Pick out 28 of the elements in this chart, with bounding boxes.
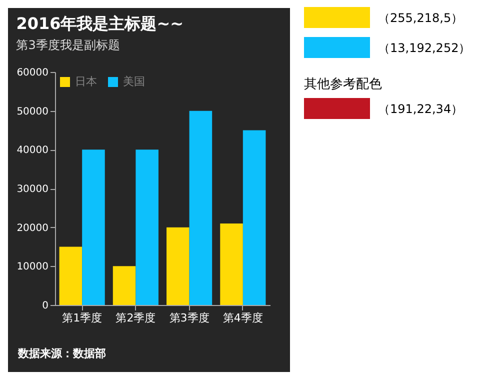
y-tick-label: 30000 — [16, 184, 48, 195]
legend-label: 日本 — [75, 75, 97, 88]
bar — [220, 223, 243, 305]
text: （13,192,252） — [378, 40, 471, 57]
x-tick-label: 第1季度 — [62, 312, 102, 324]
chart-subtitle: 第3季度我是副标题 — [16, 38, 120, 52]
source-note: 数据来源：数据部 — [18, 346, 106, 361]
chart-title: 2016年我是主标题~~ — [16, 14, 184, 33]
y-tick-label: 40000 — [16, 145, 48, 156]
bar — [136, 150, 158, 305]
bar — [189, 110, 212, 305]
bar — [82, 150, 105, 305]
x-tick-label: 第4季度 — [222, 312, 263, 324]
bar — [112, 266, 136, 305]
y-tick-label: 0 — [42, 300, 48, 312]
text: （255,218,5） — [378, 10, 464, 27]
y-tick-label: 10000 — [16, 262, 48, 273]
text: 其他参考配色 — [304, 76, 382, 93]
text: （191,22,34） — [378, 101, 464, 118]
legend-label: 美国 — [123, 75, 145, 88]
y-tick-label: 60000 — [16, 68, 48, 78]
x-tick-label: 第2季度 — [116, 312, 156, 324]
x-tick-label: 第3季度 — [169, 312, 210, 324]
y-tick-label: 50000 — [16, 106, 48, 118]
bar — [242, 130, 266, 305]
bar — [166, 227, 190, 305]
bar — [59, 246, 82, 305]
y-tick-label: 20000 — [16, 222, 48, 234]
